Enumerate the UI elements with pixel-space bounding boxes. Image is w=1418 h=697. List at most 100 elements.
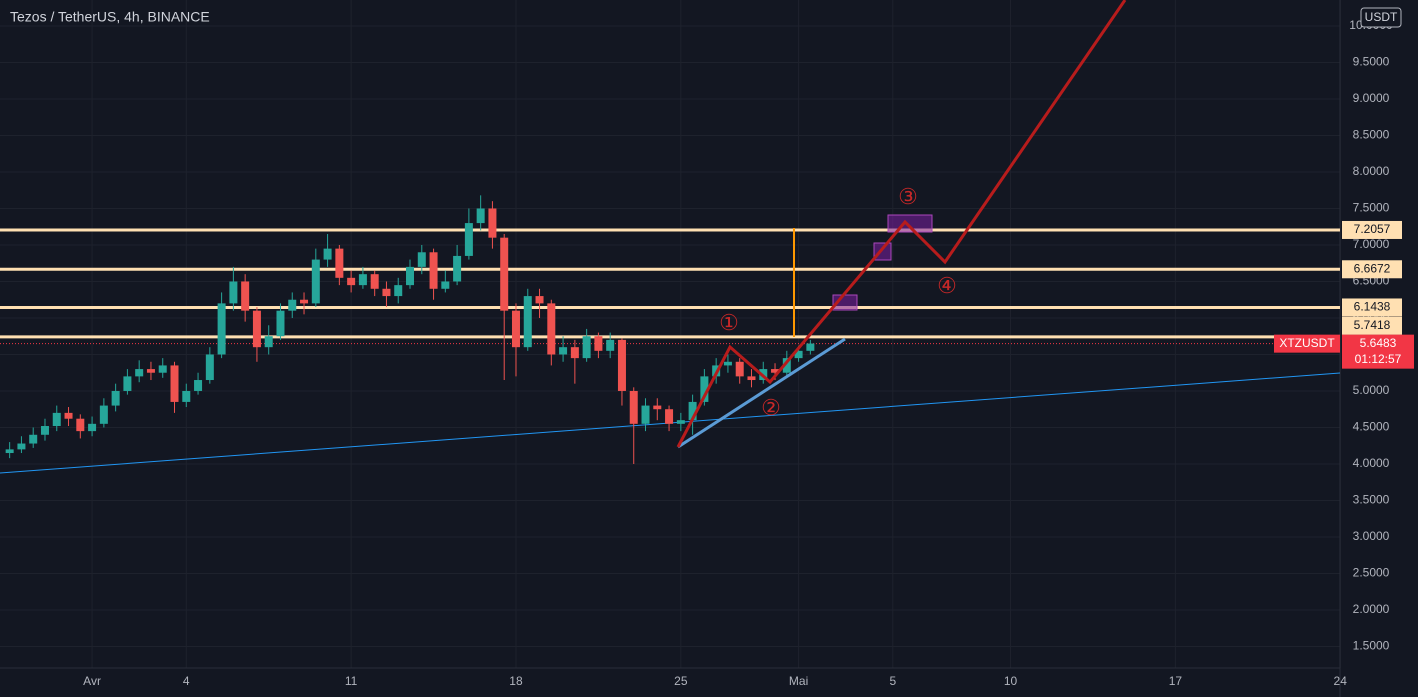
- candle-body: [723, 361, 732, 366]
- x-tick-label: 17: [1169, 674, 1183, 688]
- candle-body: [123, 376, 132, 391]
- level-badge: [1342, 220, 1402, 239]
- y-tick-label: 8.0000: [1353, 164, 1390, 178]
- candle-body: [52, 412, 61, 427]
- candle-body: [653, 405, 662, 410]
- candle-body: [40, 426, 49, 435]
- y-tick-label: 5.0000: [1353, 383, 1390, 397]
- price-label: 5.6483: [1360, 336, 1397, 350]
- level-label: 7.2057: [1354, 222, 1391, 236]
- candle-body: [535, 296, 544, 304]
- wave-label: ③: [898, 184, 918, 209]
- countdown-label: 01:12:57: [1355, 352, 1402, 366]
- y-tick-label: 2.5000: [1353, 566, 1390, 580]
- wave-label: ④: [937, 273, 957, 298]
- y-tick-label: 4.0000: [1353, 456, 1390, 470]
- candle-body: [476, 208, 485, 224]
- candle-body: [453, 255, 462, 282]
- candle-body: [559, 347, 568, 355]
- y-tick-label: 2.0000: [1353, 602, 1390, 616]
- candle-body: [111, 390, 120, 406]
- candle-body: [358, 274, 367, 286]
- candle-body: [688, 401, 697, 421]
- candle-body: [217, 303, 226, 355]
- candle-body: [5, 449, 14, 454]
- support-line: [677, 337, 846, 449]
- candle-body: [276, 310, 285, 337]
- y-tick-label: 3.5000: [1353, 493, 1390, 507]
- candle-body: [135, 369, 144, 377]
- grid: [0, 0, 1341, 668]
- chart-title: Tezos / TetherUS, 4h, BINANCE: [10, 9, 210, 25]
- y-tick-label: 7.5000: [1353, 201, 1390, 215]
- candle-body: [300, 299, 309, 304]
- candle-body: [606, 339, 615, 351]
- candle-body: [158, 365, 167, 373]
- candle-body: [394, 285, 403, 297]
- candle-body: [229, 281, 238, 304]
- wave-label: ①: [719, 310, 739, 335]
- candle-body: [170, 365, 179, 402]
- candle-body: [382, 288, 391, 297]
- y-tick-label: 7.0000: [1353, 237, 1390, 251]
- candle-body: [735, 361, 744, 377]
- symbol-badge: [1274, 334, 1340, 353]
- candle-body: [464, 223, 473, 256]
- candle-body: [806, 343, 815, 351]
- candle-body: [311, 259, 320, 304]
- candle-body: [241, 281, 250, 311]
- candle-body: [347, 277, 356, 286]
- candle-body: [406, 266, 415, 286]
- unit-label: USDT: [1365, 10, 1398, 24]
- level-label: 6.1438: [1354, 300, 1391, 314]
- candle-body: [511, 310, 520, 348]
- unit-badge: [1360, 7, 1402, 28]
- x-tick-label: 4: [183, 674, 190, 688]
- candle-body: [323, 248, 332, 260]
- candle-body: [641, 405, 650, 424]
- candle-body: [99, 405, 108, 424]
- level-badge: [1342, 316, 1402, 335]
- candle-body: [771, 369, 780, 373]
- x-tick-label: 24: [1334, 674, 1348, 688]
- candle-body: [747, 376, 756, 381]
- y-tick-label: 1.5000: [1353, 639, 1390, 653]
- target-box: [887, 214, 933, 233]
- candle-body: [488, 208, 497, 238]
- candle-body: [629, 390, 638, 424]
- y-tick-label: 3.0000: [1353, 529, 1390, 543]
- candle-body: [205, 354, 214, 381]
- y-tick-label: 9.0000: [1353, 91, 1390, 105]
- x-tick-label: 18: [509, 674, 523, 688]
- candle-body: [17, 443, 26, 450]
- candle-body: [570, 347, 579, 359]
- x-tick-label: 25: [674, 674, 688, 688]
- candle-body: [782, 358, 791, 373]
- candle-body: [335, 248, 344, 278]
- axes: 1.5000 2.0000 2.5000 3.0000 3.5000 4.0000 4.50…: [83, 18, 1414, 688]
- x-tick-label: Mai: [789, 674, 808, 688]
- candle-body: [429, 252, 438, 289]
- candle-body: [194, 380, 203, 391]
- x-tick-label: 10: [1004, 674, 1018, 688]
- level-label: 5.7418: [1354, 318, 1391, 332]
- candle-body: [417, 252, 426, 267]
- level-badge: [1342, 260, 1402, 279]
- y-tick-label: 9.5000: [1353, 55, 1390, 69]
- candle-body: [29, 434, 38, 444]
- wave-label: ②: [761, 395, 781, 420]
- level-label: 6.6672: [1354, 261, 1391, 275]
- x-tick-label: Avr: [83, 674, 101, 688]
- x-tick-label: 5: [889, 674, 896, 688]
- candle-body: [264, 336, 273, 348]
- y-tick-label: 8.5000: [1353, 128, 1390, 142]
- candle-body: [500, 237, 509, 311]
- candle-body: [794, 350, 803, 359]
- candle-body: [665, 409, 674, 424]
- candle-body: [523, 296, 532, 348]
- candle-body: [288, 299, 297, 311]
- candle-body: [76, 418, 85, 432]
